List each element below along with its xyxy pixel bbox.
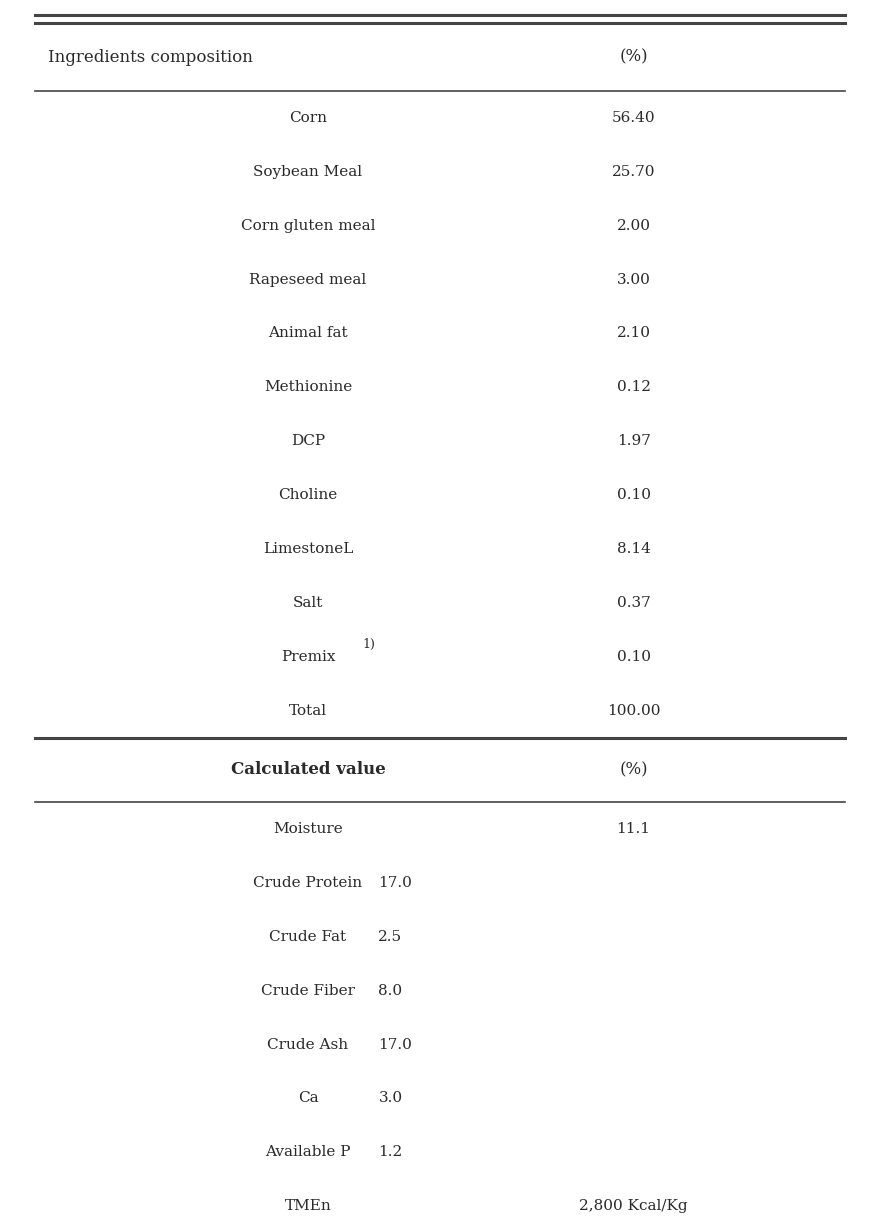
Text: 1): 1) [363, 639, 376, 651]
Text: 17.0: 17.0 [378, 875, 412, 890]
Text: 0.10: 0.10 [617, 488, 650, 503]
Text: LimestoneL: LimestoneL [263, 542, 353, 557]
Text: Choline: Choline [278, 488, 338, 503]
Text: Animal fat: Animal fat [268, 326, 348, 341]
Text: 8.0: 8.0 [378, 983, 402, 998]
Text: 0.37: 0.37 [617, 596, 650, 611]
Text: 2.10: 2.10 [617, 326, 650, 341]
Text: DCP: DCP [291, 434, 325, 449]
Text: 2.00: 2.00 [617, 218, 650, 233]
Text: 3.0: 3.0 [378, 1091, 402, 1106]
Text: Calculated value: Calculated value [231, 761, 385, 779]
Text: Available P: Available P [265, 1145, 351, 1160]
Text: Soybean Meal: Soybean Meal [253, 164, 363, 179]
Text: Corn gluten meal: Corn gluten meal [241, 218, 375, 233]
Text: 11.1: 11.1 [617, 821, 650, 836]
Text: 56.40: 56.40 [612, 110, 656, 125]
Text: Ca: Ca [297, 1091, 319, 1106]
Text: Moisture: Moisture [273, 821, 343, 836]
Text: Ingredients composition: Ingredients composition [48, 49, 253, 65]
Text: 0.10: 0.10 [617, 650, 650, 664]
Text: (%): (%) [620, 49, 648, 65]
Text: 8.14: 8.14 [617, 542, 650, 557]
Text: Corn: Corn [289, 110, 327, 125]
Text: (%): (%) [620, 761, 648, 779]
Text: Premix: Premix [281, 650, 335, 664]
Text: Crude Protein: Crude Protein [253, 875, 363, 890]
Text: Salt: Salt [293, 596, 323, 611]
Text: Crude Fat: Crude Fat [269, 929, 347, 944]
Text: 1.97: 1.97 [617, 434, 650, 449]
Text: 2,800 Kcal/Kg: 2,800 Kcal/Kg [579, 1199, 688, 1214]
Text: 3.00: 3.00 [617, 272, 650, 287]
Text: Crude Ash: Crude Ash [268, 1037, 348, 1052]
Text: 2.5: 2.5 [378, 929, 402, 944]
Text: Total: Total [289, 704, 327, 718]
Text: Methionine: Methionine [264, 380, 352, 395]
Text: 0.12: 0.12 [617, 380, 650, 395]
Text: 25.70: 25.70 [612, 164, 656, 179]
Text: 17.0: 17.0 [378, 1037, 412, 1052]
Text: 1.2: 1.2 [378, 1145, 403, 1160]
Text: Rapeseed meal: Rapeseed meal [249, 272, 367, 287]
Text: Crude Fiber: Crude Fiber [261, 983, 355, 998]
Text: 100.00: 100.00 [607, 704, 660, 718]
Text: TMEn: TMEn [284, 1199, 332, 1214]
